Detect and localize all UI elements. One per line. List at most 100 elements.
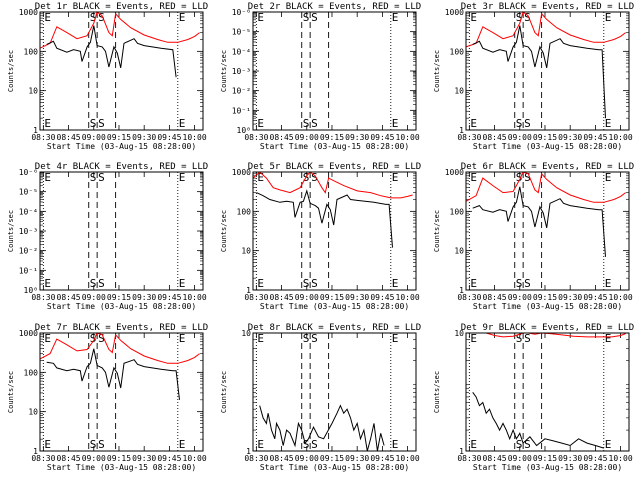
plot-frame xyxy=(252,171,417,291)
plot-frame xyxy=(252,332,417,452)
event-marker-label: E xyxy=(257,438,264,451)
x-tick-label: 08:30 xyxy=(457,293,481,302)
x-tick-label: 09:45 xyxy=(583,293,607,302)
x-tick-label: 08:30 xyxy=(31,133,55,142)
event-marker-label: E xyxy=(257,332,264,345)
event-marker-label: E xyxy=(44,438,51,451)
event-marker-label: E xyxy=(392,438,399,451)
y-tick-label: 100 xyxy=(24,368,39,377)
y-tick-label: 10⁻⁶ xyxy=(19,168,38,177)
event-marker-label: S xyxy=(303,277,310,290)
x-tick-label: 08:45 xyxy=(270,293,294,302)
y-tick-label: 10⁻⁴ xyxy=(19,207,38,216)
event-marker-label: S xyxy=(98,438,105,451)
y-tick-label: 10⁻² xyxy=(232,87,251,96)
chart-panel: Det 3r BLACK = Events, RED = LLD Counts/s… xyxy=(433,2,634,151)
x-tick-label: 08:30 xyxy=(31,454,55,463)
y-axis-label: Counts/sec xyxy=(220,50,228,92)
y-tick-label: 100 xyxy=(24,47,39,56)
event-marker-label: S xyxy=(524,171,531,184)
y-axis-label: Counts/sec xyxy=(7,210,15,252)
event-marker-label: E xyxy=(179,171,186,184)
x-tick-label: 09:00 xyxy=(82,133,106,142)
event-marker-label: S xyxy=(98,277,105,290)
event-marker-label: E xyxy=(44,277,51,290)
chart-panel: Det 1r BLACK = Events, RED = LLD Counts/s… xyxy=(7,2,208,151)
chart-title: Det 3r BLACK = Events, RED = LLD xyxy=(461,2,634,12)
event-marker-label: S xyxy=(311,117,318,130)
y-tick-label: 10⁻¹ xyxy=(19,266,38,275)
x-tick-label: 09:15 xyxy=(107,293,131,302)
x-tick-label: 08:30 xyxy=(244,133,268,142)
chart-title: Det 2r BLACK = Events, RED = LLD xyxy=(248,2,421,12)
x-tick-label: 09:15 xyxy=(533,454,557,463)
y-tick-label: 10 xyxy=(454,87,464,96)
event-marker-label: S xyxy=(303,117,310,130)
x-tick-label: 09:15 xyxy=(320,133,344,142)
chart-panel: Det 7r BLACK = Events, RED = LLD Counts/s… xyxy=(7,323,208,472)
event-marker-label: E xyxy=(470,332,477,345)
x-tick-label: 09:45 xyxy=(370,133,394,142)
chart-title: Det 8r BLACK = Events, RED = LLD xyxy=(248,323,421,333)
x-tick-label: 09:30 xyxy=(132,293,156,302)
chart-panel: Det 9r BLACK = Events, RED = LLD Counts/s… xyxy=(433,323,634,472)
y-axis-label: Counts/sec xyxy=(220,371,228,413)
event-marker-label: E xyxy=(470,438,477,451)
event-marker-label: E xyxy=(179,277,186,290)
x-tick-label: 09:15 xyxy=(320,293,344,302)
plot-frame xyxy=(252,11,417,131)
y-axis-label: Counts/sec xyxy=(220,210,228,252)
event-marker-label: E xyxy=(392,171,399,184)
y-tick-label: 1 xyxy=(459,126,464,135)
x-axis-label: Start Time (03-Aug-15 08:28:00) xyxy=(473,463,622,472)
event-marker-label: E xyxy=(44,171,51,184)
events-rate-line xyxy=(472,186,606,257)
y-tick-label: 10⁻³ xyxy=(232,67,251,76)
x-axis-label: Start Time (03-Aug-15 08:28:00) xyxy=(473,142,622,151)
x-tick-label: 09:00 xyxy=(295,133,319,142)
lld-rate-line xyxy=(465,11,626,48)
event-marker-label: S xyxy=(516,11,523,24)
x-tick-label: 09:45 xyxy=(157,293,181,302)
x-tick-label: 09:00 xyxy=(295,293,319,302)
events-rate-line xyxy=(46,348,180,400)
events-rate-line xyxy=(46,25,177,78)
x-tick-label: 09:30 xyxy=(558,293,582,302)
event-marker-label: S xyxy=(516,438,523,451)
chart-panel: Det 2r BLACK = Events, RED = LLD Counts/s… xyxy=(220,2,421,151)
event-marker-label: S xyxy=(303,11,310,24)
event-marker-label: E xyxy=(605,438,612,451)
event-marker-label: S xyxy=(311,438,318,451)
y-tick-label: 10 xyxy=(454,329,464,338)
event-marker-label: E xyxy=(179,117,186,130)
lld-rate-line xyxy=(39,11,200,49)
event-marker-label: E xyxy=(392,117,399,130)
event-marker-label: E xyxy=(44,332,51,345)
x-tick-label: 09:45 xyxy=(157,454,181,463)
y-tick-label: 10 xyxy=(241,329,251,338)
x-axis-label: Start Time (03-Aug-15 08:28:00) xyxy=(47,463,196,472)
y-tick-label: 10⁻⁴ xyxy=(232,47,251,56)
y-tick-label: 1000 xyxy=(232,168,251,177)
event-marker-label: S xyxy=(524,438,531,451)
plot-frame xyxy=(39,171,204,291)
event-marker-label: E xyxy=(257,117,264,130)
chart-title: Det 9r BLACK = Events, RED = LLD xyxy=(461,323,634,333)
y-tick-label: 10⁰ xyxy=(24,286,38,295)
y-tick-label: 10⁻¹ xyxy=(232,106,251,115)
event-marker-label: S xyxy=(90,438,97,451)
event-marker-label: E xyxy=(257,11,264,24)
x-tick-label: 10:00 xyxy=(396,454,420,463)
x-tick-label: 09:30 xyxy=(558,454,582,463)
y-tick-label: 1000 xyxy=(445,8,464,17)
event-marker-label: E xyxy=(392,277,399,290)
events-rate-line xyxy=(259,404,385,452)
y-tick-label: 10 xyxy=(241,247,251,256)
x-tick-label: 08:45 xyxy=(270,454,294,463)
x-tick-label: 10:00 xyxy=(396,133,420,142)
y-tick-label: 1 xyxy=(459,286,464,295)
y-axis-label: Counts/sec xyxy=(433,210,441,252)
event-marker-label: S xyxy=(90,117,97,130)
x-tick-label: 09:00 xyxy=(508,293,532,302)
